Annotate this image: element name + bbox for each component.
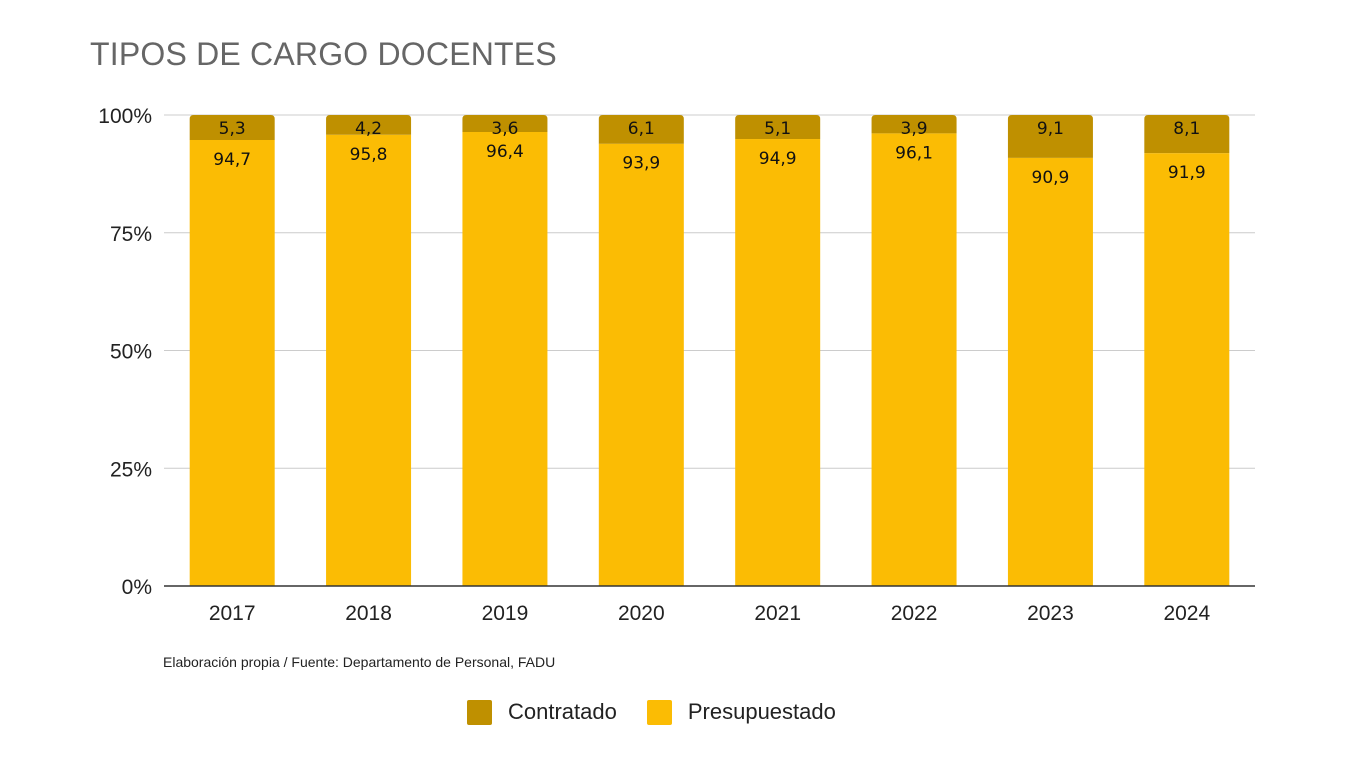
data-label-presupuestado: 94,7 xyxy=(213,150,251,170)
data-label-contratado: 5,3 xyxy=(219,119,246,139)
data-label-presupuestado: 91,9 xyxy=(1168,163,1206,183)
x-tick-label: 2024 xyxy=(1163,602,1210,625)
data-label-contratado: 9,1 xyxy=(1037,119,1064,139)
bar-contratado xyxy=(1007,115,1093,158)
source-note: Elaboración propia / Fuente: Departament… xyxy=(163,654,556,670)
bar-presupuestado xyxy=(189,139,275,586)
bar-presupuestado xyxy=(326,134,412,587)
bar-contratado xyxy=(462,115,548,132)
x-tick-label: 2019 xyxy=(482,602,529,625)
bar-presupuestado xyxy=(1007,157,1093,586)
chart-title: TIPOS DE CARGO DOCENTES xyxy=(90,36,557,72)
bar-presupuestado xyxy=(1144,153,1230,586)
x-tick-label: 2020 xyxy=(618,602,665,625)
data-label-presupuestado: 96,1 xyxy=(895,143,933,163)
data-label-presupuestado: 96,4 xyxy=(486,142,524,162)
y-tick-label: 0% xyxy=(122,576,152,599)
legend-label-presupuestado: Presupuestado xyxy=(687,699,836,724)
x-tick-label: 2021 xyxy=(754,602,801,625)
legend-label-contratado: Contratado xyxy=(508,699,617,724)
y-tick-label: 50% xyxy=(110,341,152,364)
bar-presupuestado xyxy=(871,133,957,586)
bar-presupuestado xyxy=(598,143,684,586)
bar-contratado xyxy=(735,115,821,140)
legend-item-contratado: Contratado xyxy=(467,699,617,725)
y-tick-label: 25% xyxy=(110,458,152,481)
bar-contratado xyxy=(189,115,275,140)
data-label-contratado: 4,2 xyxy=(355,119,382,139)
bar-contratado xyxy=(598,115,684,144)
data-label-presupuestado: 95,8 xyxy=(350,145,388,165)
legend-swatch-presupuestado xyxy=(646,699,672,725)
data-label-contratado: 6,1 xyxy=(628,119,655,139)
bar-presupuestado xyxy=(462,131,548,586)
x-tick-label: 2022 xyxy=(891,602,938,625)
x-tick-label: 2023 xyxy=(1027,602,1074,625)
x-tick-label: 2018 xyxy=(345,602,392,625)
data-label-contratado: 3,9 xyxy=(901,119,928,139)
data-label-contratado: 8,1 xyxy=(1173,119,1200,139)
legend: Contratado Presupuestado xyxy=(467,699,866,725)
data-label-contratado: 5,1 xyxy=(764,119,791,139)
data-label-presupuestado: 90,9 xyxy=(1032,168,1070,188)
y-tick-label: 75% xyxy=(110,223,152,246)
data-label-presupuestado: 94,9 xyxy=(759,149,797,169)
x-tick-label: 2017 xyxy=(209,602,256,625)
y-tick-label: 100% xyxy=(98,105,152,128)
data-label-presupuestado: 93,9 xyxy=(622,154,660,174)
bar-presupuestado xyxy=(735,139,821,586)
legend-item-presupuestado: Presupuestado xyxy=(646,699,836,725)
bar-contratado xyxy=(1144,115,1230,154)
bar-contratado xyxy=(326,115,412,135)
data-label-contratado: 3,6 xyxy=(491,119,518,139)
bar-contratado xyxy=(871,115,957,134)
legend-swatch-contratado xyxy=(467,699,492,725)
